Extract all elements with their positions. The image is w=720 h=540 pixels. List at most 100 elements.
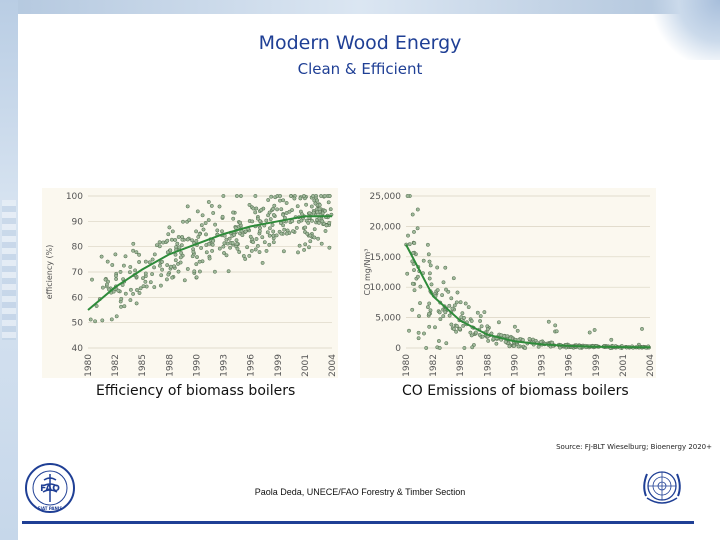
data-point	[427, 311, 432, 316]
data-point	[128, 265, 133, 269]
data-point	[88, 317, 93, 322]
data-point	[312, 227, 317, 232]
data-point	[311, 194, 316, 198]
data-point	[143, 271, 148, 276]
data-point	[279, 207, 284, 212]
data-point	[199, 223, 204, 228]
data-point	[427, 271, 432, 276]
data-point	[200, 213, 205, 218]
x-tick-label: 1988	[165, 354, 175, 377]
data-point	[150, 257, 155, 262]
data-point	[410, 307, 415, 312]
data-point	[228, 245, 233, 250]
data-point	[128, 298, 133, 303]
data-point	[134, 301, 139, 306]
data-point	[170, 275, 175, 280]
data-point	[480, 334, 485, 339]
data-point	[203, 221, 208, 226]
data-point	[90, 277, 94, 282]
data-point	[212, 269, 217, 274]
data-point	[304, 202, 309, 207]
data-point	[462, 346, 467, 350]
data-point	[165, 238, 170, 243]
x-tick-label: 2001	[619, 354, 629, 377]
data-point	[176, 269, 181, 274]
x-tick-label: 1996	[565, 354, 575, 377]
x-tick-label: 1999	[592, 354, 602, 377]
data-point	[222, 251, 226, 255]
data-point	[294, 225, 299, 230]
footer-rule	[22, 521, 694, 524]
efficiency-chart-svg: 40 50 60 70 80 90 100 efficiency (%) 1980 1982 198…	[45, 192, 338, 377]
data-point	[257, 229, 262, 234]
data-point	[207, 256, 212, 261]
data-point	[271, 229, 276, 234]
trend-line	[405, 244, 651, 349]
x-tick-label: 1999	[274, 354, 284, 377]
data-point	[271, 213, 276, 217]
data-point	[327, 220, 332, 225]
data-point	[250, 219, 255, 224]
data-point	[415, 274, 420, 279]
data-point	[415, 207, 420, 212]
data-point	[150, 272, 155, 277]
data-point	[405, 194, 410, 198]
data-point	[206, 200, 211, 204]
data-point	[185, 237, 190, 242]
trend-line	[87, 215, 332, 311]
data-point	[425, 242, 430, 247]
data-point	[213, 222, 218, 227]
data-point	[512, 344, 517, 348]
data-point	[230, 240, 235, 245]
data-point	[234, 194, 239, 198]
data-point	[175, 241, 180, 246]
data-point	[94, 304, 99, 308]
data-point	[427, 324, 432, 329]
data-point	[233, 225, 238, 230]
data-point	[462, 315, 466, 320]
data-point	[515, 328, 520, 333]
data-point	[234, 238, 239, 243]
data-point	[169, 237, 174, 242]
data-point	[536, 344, 541, 349]
data-point	[143, 259, 148, 264]
data-point	[209, 203, 214, 208]
data-point	[441, 314, 446, 319]
data-point	[210, 248, 215, 253]
data-point	[303, 225, 308, 230]
x-tick-label: 1990	[510, 354, 520, 377]
data-point	[152, 252, 157, 257]
data-point	[181, 219, 185, 224]
data-point	[546, 319, 551, 324]
data-point	[454, 324, 459, 328]
data-point	[292, 196, 297, 201]
data-point	[267, 233, 272, 238]
data-point	[457, 326, 462, 331]
data-point	[144, 284, 149, 289]
data-point	[187, 218, 192, 223]
data-point	[312, 235, 317, 240]
efficiency-caption: Efficiency of biomass boilers	[96, 383, 296, 399]
data-point	[317, 207, 322, 212]
data-point	[436, 339, 441, 343]
data-point	[128, 287, 133, 292]
data-point	[328, 207, 333, 212]
data-point	[224, 237, 229, 242]
data-point	[447, 313, 452, 318]
data-point	[211, 211, 216, 215]
data-point	[185, 267, 190, 271]
data-point	[235, 246, 240, 251]
data-point	[152, 265, 157, 270]
data-point	[251, 206, 256, 211]
data-point	[243, 229, 248, 234]
data-point	[609, 337, 614, 342]
data-point	[435, 288, 440, 293]
data-point	[114, 277, 119, 281]
data-point	[210, 242, 215, 247]
data-point	[166, 232, 171, 237]
data-point	[196, 234, 201, 239]
data-point	[195, 255, 199, 260]
data-point	[179, 251, 184, 255]
data-point	[298, 196, 303, 201]
data-point	[278, 194, 283, 198]
